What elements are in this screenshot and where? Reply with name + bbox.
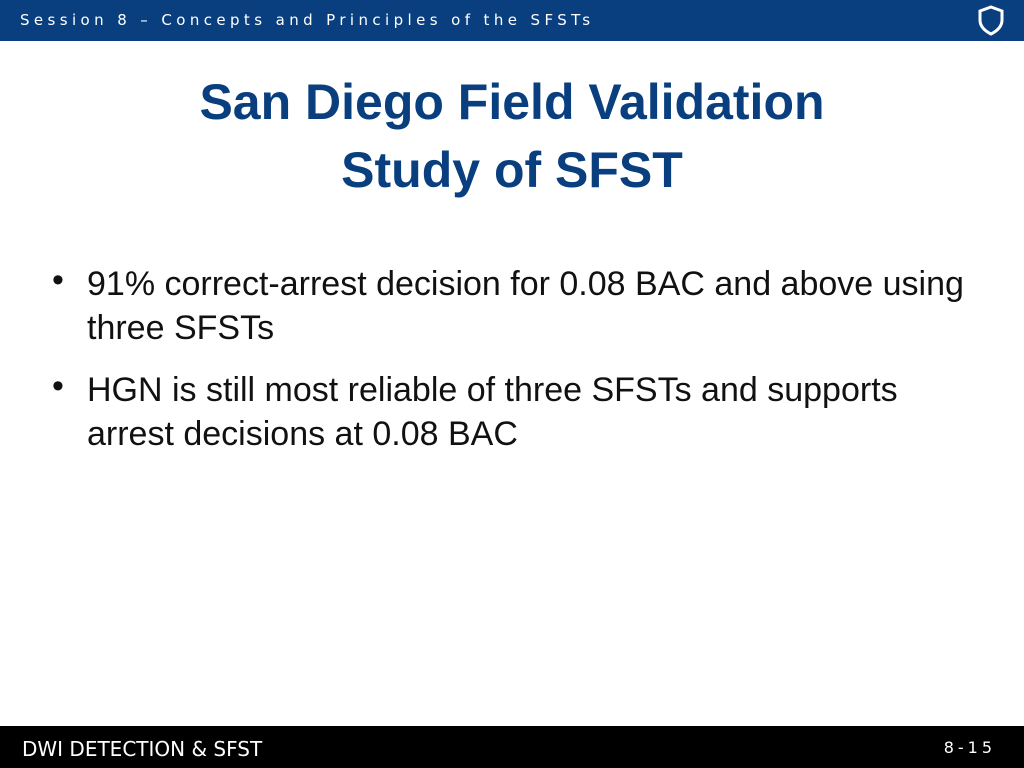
- header-bar: Session 8 – Concepts and Principles of t…: [0, 0, 1024, 41]
- bullet: HGN is still most reliable of three SFST…: [50, 364, 980, 456]
- slide-title: San Diego Field Validation Study of SFST: [0, 68, 1024, 204]
- title-line: San Diego Field Validation: [199, 74, 825, 130]
- footer-label: DWI DETECTION & SFST: [22, 737, 263, 761]
- session-label: Session 8 – Concepts and Principles of t…: [20, 11, 595, 29]
- shield-icon: [978, 5, 1004, 36]
- page-number: 8-15: [943, 738, 996, 757]
- bullet-list: 91% correct-arrest decision for 0.08 BAC…: [50, 258, 980, 474]
- bullet: 91% correct-arrest decision for 0.08 BAC…: [50, 258, 980, 350]
- footer-bar: DWI DETECTION & SFST 8-15: [0, 726, 1024, 768]
- title-line: Study of SFST: [341, 142, 683, 198]
